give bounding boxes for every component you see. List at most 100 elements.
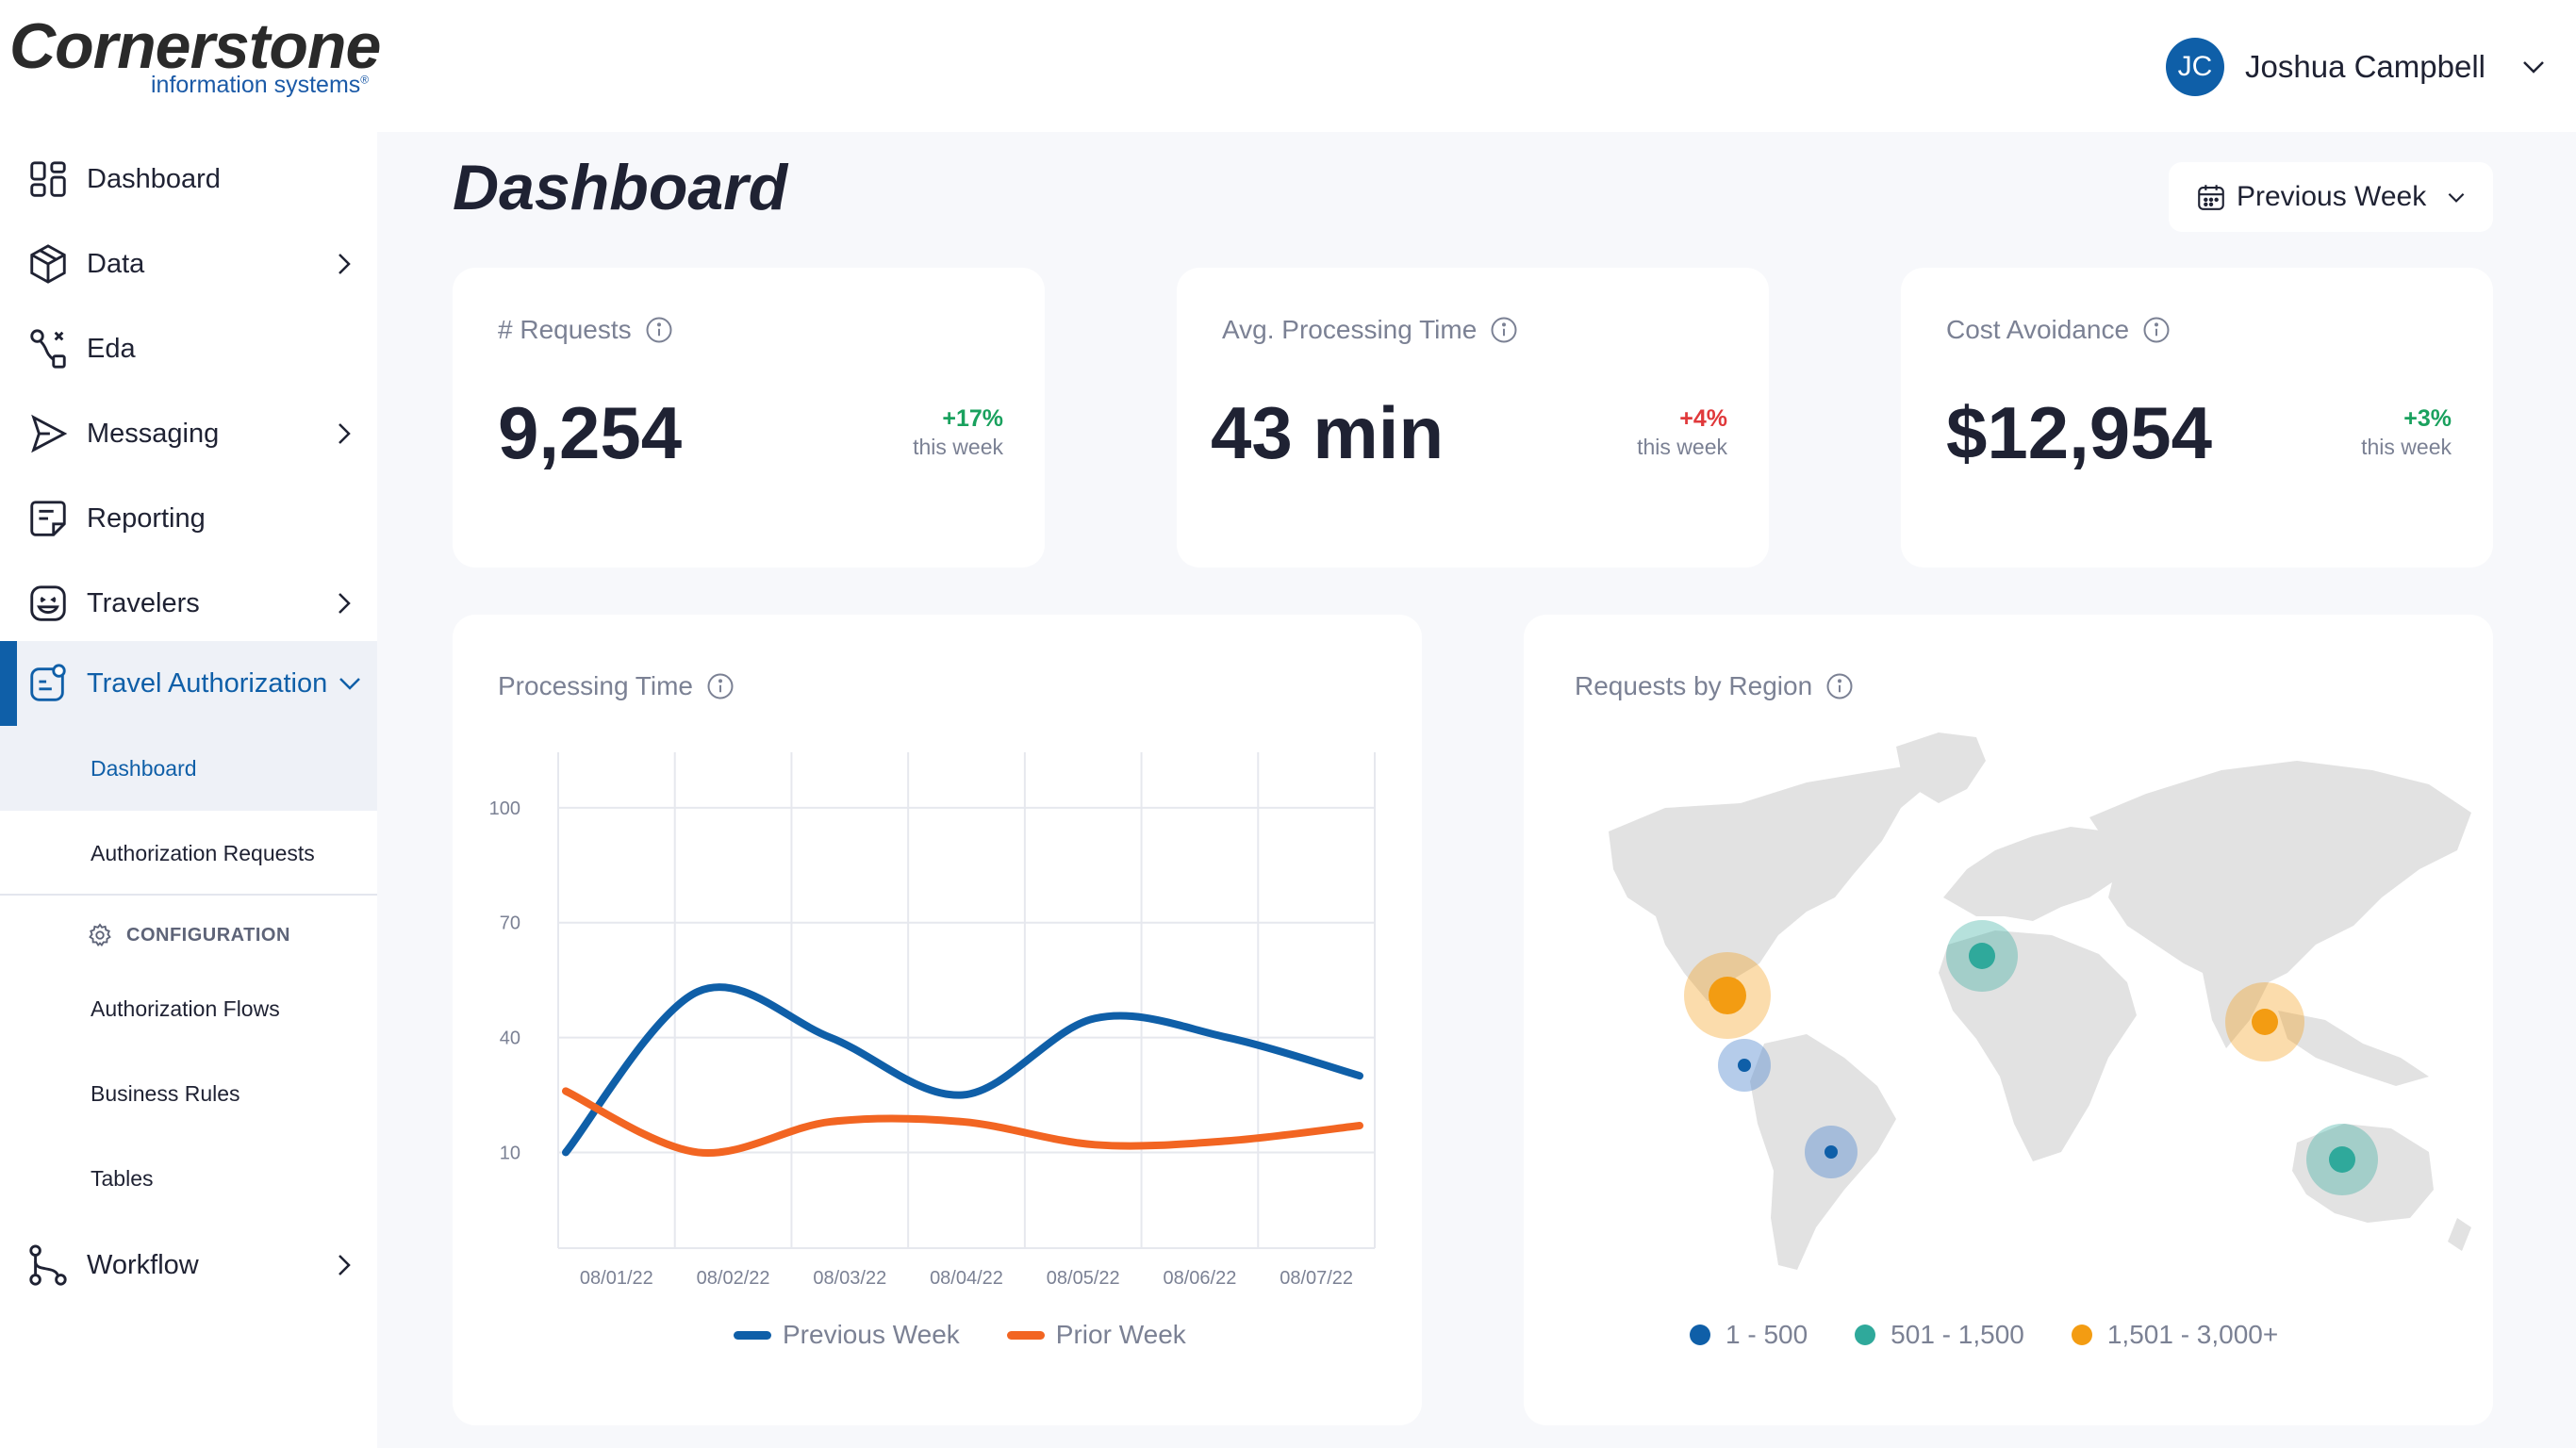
- app-header: Cornerstone information systems® JC Josh…: [0, 0, 2576, 132]
- kpi-card-cost-avoidance: Cost Avoidance $12,954 +3% this week: [1901, 268, 2493, 568]
- sidebar-subitem-label: Authorization Flows: [91, 996, 280, 1021]
- marker-east-asia[interactable]: [2225, 982, 2304, 1061]
- requests-by-region-panel: Requests by Region: [1524, 615, 2493, 1425]
- brand-logo[interactable]: Cornerstone information systems®: [9, 13, 381, 98]
- kpi-change-period: this week: [2361, 435, 2452, 459]
- panel-title: Processing Time: [498, 671, 735, 701]
- map-land-australia: [2292, 1124, 2434, 1223]
- chevron-right-icon[interactable]: [330, 420, 358, 448]
- map-land-europe: [1943, 827, 2127, 921]
- series-line-prior-week: [562, 1087, 1363, 1158]
- sidebar-subitem-dashboard[interactable]: Dashboard: [0, 726, 377, 811]
- y-tick-label: 40: [500, 1028, 520, 1049]
- period-select[interactable]: Previous Week: [2169, 162, 2493, 232]
- chevron-down-icon[interactable]: [336, 669, 364, 698]
- map-land-new-zealand: [2448, 1218, 2471, 1251]
- x-tick-label: 08/07/22: [1280, 1268, 1353, 1289]
- map-land-asia: [2089, 761, 2471, 987]
- sidebar-item-reporting[interactable]: Reporting: [0, 476, 377, 561]
- info-icon[interactable]: [706, 672, 735, 700]
- sidebar-item-data[interactable]: Data: [0, 222, 377, 306]
- legend-item-previous-week[interactable]: Previous Week: [734, 1320, 960, 1350]
- kpi-title: Avg. Processing Time: [1222, 315, 1518, 345]
- region-markers: [1684, 920, 2378, 1195]
- x-tick-label: 08/02/22: [697, 1268, 770, 1289]
- legend-label: Prior Week: [1055, 1320, 1186, 1349]
- active-indicator: [0, 641, 17, 726]
- sidebar-item-label: Eda: [87, 333, 136, 364]
- x-tick-label: 08/03/22: [813, 1268, 886, 1289]
- legend-item-range-1[interactable]: 1 - 500: [1690, 1320, 1808, 1350]
- kpi-delta: +17% this week: [913, 405, 1003, 460]
- config-section-header: CONFIGURATION: [87, 922, 290, 948]
- badge-icon: [30, 664, 66, 701]
- face-icon: [30, 585, 66, 621]
- cube-icon: [30, 244, 66, 284]
- marker-north-america[interactable]: [1684, 952, 1771, 1039]
- info-icon[interactable]: [2142, 316, 2171, 344]
- sidebar-subitem-label: Dashboard: [91, 755, 197, 781]
- marker-europe[interactable]: [1946, 920, 2018, 992]
- marker-australia[interactable]: [2306, 1124, 2378, 1195]
- legend-swatch: [2071, 1325, 2092, 1345]
- send-icon: [31, 414, 68, 453]
- page-title: Dashboard: [453, 152, 788, 223]
- legend-item-range-2[interactable]: 501 - 1,500: [1855, 1320, 2024, 1350]
- info-icon[interactable]: [1825, 672, 1854, 700]
- map-land-north-america: [1609, 765, 1929, 1001]
- kpi-value: $12,954: [1946, 391, 2212, 474]
- chevron-right-icon[interactable]: [330, 1251, 358, 1279]
- user-menu[interactable]: JC Joshua Campbell: [2166, 38, 2548, 96]
- sidebar-subitem-authorization-requests[interactable]: Authorization Requests: [0, 811, 377, 896]
- sidebar-subitem-authorization-flows[interactable]: Authorization Flows: [0, 966, 377, 1051]
- processing-time-panel: Processing Time 10 40 70 100 08/01/22 08/02/2…: [453, 615, 1422, 1425]
- map-land-south-america: [1750, 1034, 1896, 1270]
- sidebar-subitem-business-rules[interactable]: Business Rules: [0, 1051, 377, 1136]
- user-name[interactable]: Joshua Campbell: [2245, 49, 2485, 84]
- x-tick-label: 08/04/22: [930, 1268, 1003, 1289]
- panel-title: Requests by Region: [1575, 671, 1854, 701]
- info-icon[interactable]: [645, 316, 673, 344]
- sidebar-item-label: Workflow: [87, 1249, 199, 1280]
- legend-swatch: [1855, 1325, 1876, 1345]
- sidebar-divider: [0, 894, 377, 896]
- sidebar-subitem-tables[interactable]: Tables: [0, 1136, 377, 1221]
- x-tick-label: 08/06/22: [1163, 1268, 1236, 1289]
- brand-tagline: information systems®: [151, 72, 370, 98]
- sidebar-item-label: Travelers: [87, 587, 200, 618]
- period-select-value: Previous Week: [2237, 181, 2427, 212]
- chevron-right-icon[interactable]: [330, 589, 358, 617]
- avatar[interactable]: JC: [2166, 38, 2225, 96]
- config-label: CONFIGURATION: [126, 924, 290, 946]
- series-line-previous-week: [562, 983, 1363, 1157]
- map-land-southeast-asia: [2278, 1011, 2429, 1086]
- sidebar-item-label: Reporting: [87, 502, 206, 534]
- sidebar-item-eda[interactable]: Eda: [0, 306, 377, 391]
- marker-south-america[interactable]: [1805, 1126, 1858, 1178]
- sidebar-item-travel-authorization[interactable]: Travel Authorization: [0, 641, 377, 726]
- kpi-change-period: this week: [913, 435, 1003, 459]
- chevron-down-icon[interactable]: [2519, 53, 2548, 81]
- sidebar-item-dashboard[interactable]: Dashboard: [0, 137, 377, 222]
- sidebar-item-label: Travel Authorization: [87, 667, 328, 699]
- route-icon: [30, 329, 66, 369]
- sidebar-subitem-label: Tables: [91, 1165, 154, 1191]
- legend-label: Previous Week: [783, 1320, 960, 1349]
- legend-swatch: [1690, 1325, 1710, 1345]
- map-land-africa: [1939, 930, 2137, 1161]
- y-tick-label: 100: [489, 798, 520, 819]
- sidebar: Dashboard Data Eda Messaging: [0, 132, 377, 1448]
- legend-label: 1 - 500: [1726, 1320, 1808, 1349]
- marker-central-america[interactable]: [1718, 1039, 1771, 1092]
- map-land-greenland: [1896, 732, 1986, 803]
- kpi-title: # Requests: [498, 315, 673, 345]
- chevron-right-icon[interactable]: [330, 250, 358, 278]
- legend-item-prior-week[interactable]: Prior Week: [1006, 1320, 1186, 1350]
- sidebar-item-workflow[interactable]: Workflow: [0, 1223, 377, 1308]
- x-tick-label: 08/05/22: [1047, 1268, 1120, 1289]
- sidebar-item-travelers[interactable]: Travelers: [0, 561, 377, 646]
- sidebar-item-messaging[interactable]: Messaging: [0, 391, 377, 476]
- kpi-card-requests: # Requests 9,254 +17% this week: [453, 268, 1045, 568]
- info-icon[interactable]: [1490, 316, 1518, 344]
- legend-item-range-3[interactable]: 1,501 - 3,000+: [2071, 1320, 2278, 1350]
